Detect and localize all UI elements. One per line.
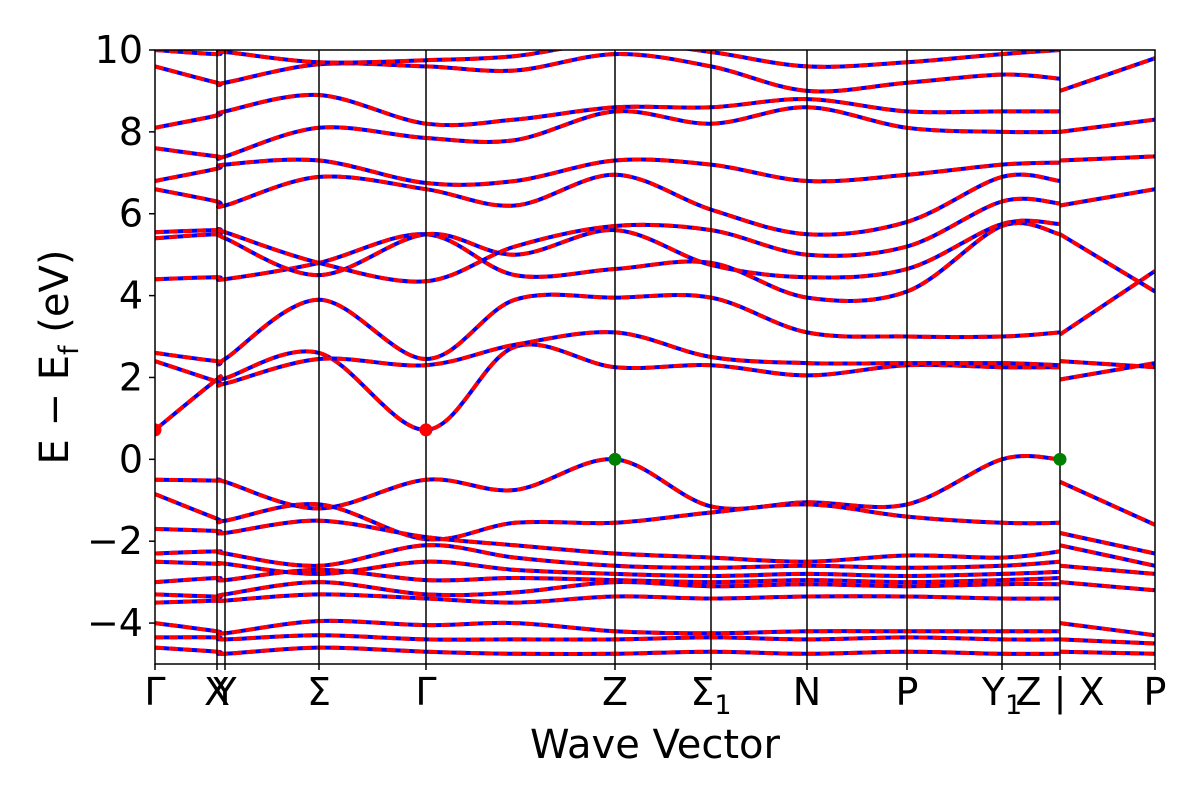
- y-ticks: −4 −2 0 2 4 6 8 10: [87, 28, 155, 645]
- x-tick-label-1: X: [204, 670, 230, 714]
- y-tick-label-4: 4: [119, 274, 143, 318]
- x-tick-label-2: Y: [212, 670, 237, 714]
- y-tick-label-5: 6: [119, 192, 143, 236]
- x-tick-label-5: Z: [602, 670, 628, 714]
- y-tick-label-3: 2: [119, 355, 143, 399]
- band-cb3-red: [155, 292, 1061, 367]
- x-tick-label-0: Γ: [144, 670, 165, 714]
- x-tick-label-3: Σ: [307, 670, 331, 714]
- x-tick-label-7: N: [793, 670, 821, 714]
- y-tick-label-0: −4: [87, 601, 143, 645]
- band-cb_high3-red: [155, 105, 1061, 161]
- band-right-cb5-red: [1059, 187, 1155, 208]
- x-tick-label-11: P: [1144, 670, 1167, 714]
- extremum-marker-1: [419, 423, 433, 437]
- band-right-vb3-red: [1059, 543, 1155, 568]
- band-cb2-blue: [155, 330, 1061, 388]
- band-right-vb1-red: [1059, 479, 1155, 527]
- y-tick-label-2: 0: [119, 437, 143, 481]
- x-tick-label-6: Σ1: [690, 670, 731, 721]
- band-right-cb3-red: [1058, 269, 1155, 337]
- x-tick-label-8: P: [896, 670, 919, 714]
- band-cb1-red: [155, 342, 1061, 432]
- x-tick-label-9: Y1: [981, 670, 1022, 721]
- band-cb_mid1-red: [155, 221, 1061, 303]
- y-tick-label-7: 10: [95, 28, 143, 72]
- extremum-marker-0: [155, 423, 162, 437]
- band-cb_mid3-red: [155, 196, 1061, 284]
- band-cb2-red: [155, 330, 1061, 388]
- band-right-cb7-red: [1059, 117, 1155, 134]
- band-right-cb4-red: [1058, 232, 1155, 294]
- band-right-cb6-red: [1059, 154, 1155, 163]
- extrema-markers: [155, 423, 1067, 466]
- bands-layer: [155, 50, 1155, 657]
- band-right-cb2-red: [1059, 359, 1155, 370]
- plot-frame: [154, 49, 1156, 665]
- band-vb1-red: [155, 454, 1061, 511]
- band-vb_cluster1-red: [155, 518, 1061, 564]
- y-tick-label-1: −2: [87, 519, 143, 563]
- y-tick-label-6: 8: [119, 110, 143, 154]
- x-tick-label-4: Γ: [415, 670, 436, 714]
- high-symmetry-lines: [216, 50, 1061, 664]
- y-axis-label: E − Ef (eV): [32, 250, 85, 465]
- band-right-vb7-red: [1059, 637, 1155, 646]
- band-cb1-blue: [155, 342, 1061, 432]
- band-right-vb5-red: [1059, 580, 1155, 593]
- band-right-vb8-red: [1059, 649, 1155, 656]
- band-right-vb4-red: [1059, 563, 1155, 576]
- band-right-cb8-red: [1059, 56, 1155, 93]
- band-right-vb6-red: [1059, 621, 1155, 638]
- band-right-cb1-red: [1059, 361, 1155, 382]
- x-axis-label: Wave Vector: [530, 722, 781, 768]
- band-right-vb2-red: [1059, 531, 1155, 556]
- extremum-marker-3: [1053, 452, 1067, 466]
- extremum-marker-2: [608, 452, 622, 466]
- x-tick-label-10: Z | X: [1015, 670, 1104, 715]
